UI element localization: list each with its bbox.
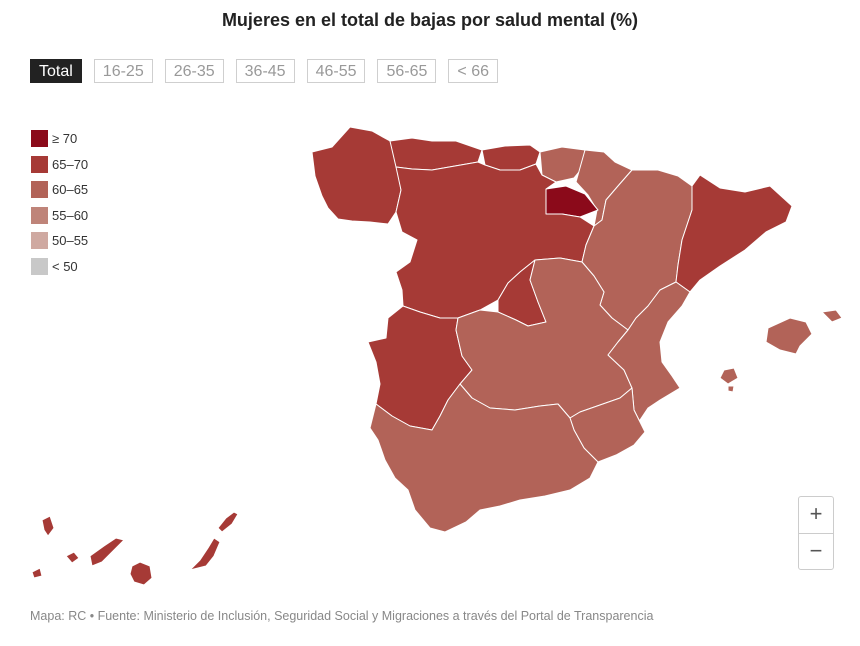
legend-item: 55–60 bbox=[31, 203, 88, 229]
zoom-control: + − bbox=[798, 496, 834, 570]
tab-total[interactable]: Total bbox=[30, 59, 82, 83]
tab-26-35[interactable]: 26-35 bbox=[164, 59, 224, 83]
legend-item: 50–55 bbox=[31, 228, 88, 254]
region-galicia[interactable] bbox=[311, 126, 402, 225]
region-cataluna[interactable] bbox=[675, 174, 793, 293]
legend-swatch bbox=[31, 155, 48, 173]
tab-66-plus[interactable]: < 66 bbox=[448, 59, 498, 83]
legend-swatch bbox=[31, 206, 48, 224]
legend-label: 55–60 bbox=[52, 207, 89, 223]
region-canarias[interactable] bbox=[31, 511, 239, 586]
region-baleares[interactable] bbox=[719, 309, 843, 393]
age-tabs: Total 16-25 26-35 36-45 46-55 56-65 < 66 bbox=[30, 59, 498, 83]
legend-swatch bbox=[31, 257, 48, 275]
zoom-out-button[interactable]: − bbox=[799, 533, 833, 570]
legend-label: < 50 bbox=[52, 258, 78, 274]
zoom-in-button[interactable]: + bbox=[809, 501, 823, 526]
tab-36-45[interactable]: 36-45 bbox=[235, 59, 295, 83]
legend-label: 65–70 bbox=[52, 156, 89, 172]
legend: ≥ 70 65–70 60–65 55–60 50–55 < 50 bbox=[31, 126, 88, 279]
tab-56-65[interactable]: 56-65 bbox=[377, 59, 437, 83]
tab-16-25[interactable]: 16-25 bbox=[93, 59, 153, 83]
tab-46-55[interactable]: 46-55 bbox=[306, 59, 366, 83]
legend-item: < 50 bbox=[31, 254, 88, 280]
legend-label: ≥ 70 bbox=[52, 131, 78, 147]
legend-swatch bbox=[31, 181, 48, 199]
legend-label: 50–55 bbox=[52, 233, 89, 249]
legend-swatch bbox=[31, 130, 48, 148]
legend-label: 60–65 bbox=[52, 182, 89, 198]
legend-item: ≥ 70 bbox=[31, 126, 88, 152]
map-title: Mujeres en el total de bajas por salud m… bbox=[221, 10, 639, 30]
region-andalucia[interactable] bbox=[369, 383, 599, 533]
legend-item: 60–65 bbox=[31, 177, 88, 203]
legend-swatch bbox=[31, 232, 48, 250]
legend-item: 65–70 bbox=[31, 152, 88, 178]
source-note: Mapa: RC • Fuente: Ministerio de Inclusi… bbox=[30, 609, 654, 623]
